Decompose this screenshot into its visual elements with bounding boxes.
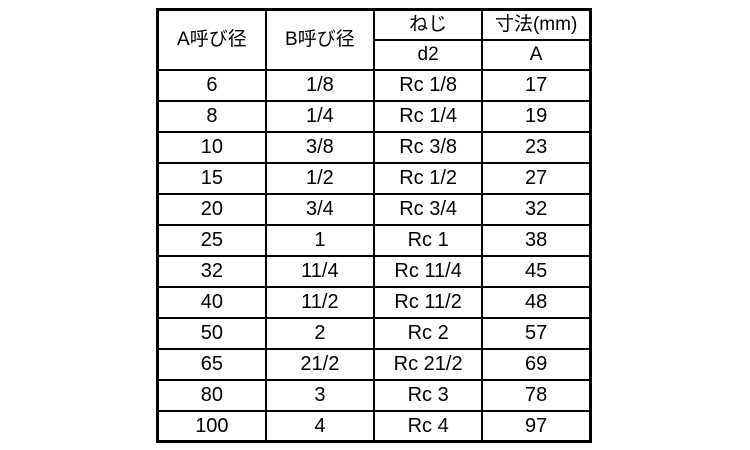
cell-b-nominal: 1/2 xyxy=(264,161,376,195)
cell-dimension-a: 32 xyxy=(481,192,592,226)
header-cell-dimension: 寸法(mm) xyxy=(481,8,592,41)
cell-a-nominal: 6 xyxy=(156,68,267,102)
table-row: 65 21/2 Rc 21/2 69 xyxy=(156,347,592,381)
table-row: 10 3/8 Rc 3/8 23 xyxy=(156,130,592,164)
cell-dimension-a: 19 xyxy=(481,99,592,133)
cell-thread-d2: Rc 4 xyxy=(372,409,484,443)
cell-a-nominal: 100 xyxy=(156,409,267,443)
cell-dimension-a: 27 xyxy=(481,161,592,195)
table-row: 8 1/4 Rc 1/4 19 xyxy=(156,99,592,133)
cell-thread-d2: Rc 1/2 xyxy=(372,161,484,195)
cell-b-nominal: 1/8 xyxy=(264,68,376,102)
cell-a-nominal: 15 xyxy=(156,161,267,195)
cell-a-nominal: 65 xyxy=(156,347,267,381)
cell-b-nominal: 21/2 xyxy=(264,347,376,381)
table-row: 50 2 Rc 2 57 xyxy=(156,316,592,350)
cell-b-nominal: 11/4 xyxy=(264,254,376,288)
cell-dimension-a: 97 xyxy=(481,409,592,443)
cell-a-nominal: 20 xyxy=(156,192,267,226)
cell-b-nominal: 11/2 xyxy=(264,285,376,319)
cell-a-nominal: 32 xyxy=(156,254,267,288)
table-header: A呼び径 B呼び径 ねじ 寸法(mm) d2 A xyxy=(156,8,592,71)
header-cell-b-nominal: B呼び径 xyxy=(264,8,376,71)
cell-b-nominal: 1/4 xyxy=(264,99,376,133)
cell-thread-d2: Rc 2 xyxy=(372,316,484,350)
cell-b-nominal: 1 xyxy=(264,223,376,257)
cell-a-nominal: 10 xyxy=(156,130,267,164)
cell-b-nominal: 3/4 xyxy=(264,192,376,226)
header-cell-thread: ねじ xyxy=(372,8,484,41)
cell-a-nominal: 80 xyxy=(156,378,267,412)
cell-thread-d2: Rc 11/2 xyxy=(372,285,484,319)
cell-a-nominal: 40 xyxy=(156,285,267,319)
cell-dimension-a: 38 xyxy=(481,223,592,257)
table-row: 80 3 Rc 3 78 xyxy=(156,378,592,412)
cell-b-nominal: 2 xyxy=(264,316,376,350)
table-row: 6 1/8 Rc 1/8 17 xyxy=(156,68,592,102)
table-row: 32 11/4 Rc 11/4 45 xyxy=(156,254,592,288)
table-row: 20 3/4 Rc 3/4 32 xyxy=(156,192,592,226)
cell-thread-d2: Rc 3/8 xyxy=(372,130,484,164)
header-cell-dimension-a: A xyxy=(481,38,592,71)
cell-thread-d2: Rc 1/8 xyxy=(372,68,484,102)
cell-thread-d2: Rc 21/2 xyxy=(372,347,484,381)
cell-thread-d2: Rc 11/4 xyxy=(372,254,484,288)
table-row: 25 1 Rc 1 38 xyxy=(156,223,592,257)
header-cell-a-nominal: A呼び径 xyxy=(156,8,267,71)
cell-dimension-a: 23 xyxy=(481,130,592,164)
dimension-spec-table: A呼び径 B呼び径 ねじ 寸法(mm) d2 A 6 1/8 Rc 1/8 17… xyxy=(156,8,592,443)
cell-dimension-a: 57 xyxy=(481,316,592,350)
table-row: 100 4 Rc 4 97 xyxy=(156,409,592,443)
cell-a-nominal: 50 xyxy=(156,316,267,350)
cell-dimension-a: 17 xyxy=(481,68,592,102)
header-row-1: A呼び径 B呼び径 ねじ 寸法(mm) xyxy=(156,8,592,71)
cell-thread-d2: Rc 1/4 xyxy=(372,99,484,133)
cell-dimension-a: 69 xyxy=(481,347,592,381)
cell-dimension-a: 45 xyxy=(481,254,592,288)
cell-b-nominal: 4 xyxy=(264,409,376,443)
cell-dimension-a: 48 xyxy=(481,285,592,319)
cell-a-nominal: 8 xyxy=(156,99,267,133)
cell-thread-d2: Rc 1 xyxy=(372,223,484,257)
table-body: 6 1/8 Rc 1/8 17 8 1/4 Rc 1/4 19 10 3/8 R… xyxy=(156,68,592,443)
table-row: 40 11/2 Rc 11/2 48 xyxy=(156,285,592,319)
cell-b-nominal: 3 xyxy=(264,378,376,412)
cell-dimension-a: 78 xyxy=(481,378,592,412)
cell-thread-d2: Rc 3/4 xyxy=(372,192,484,226)
cell-b-nominal: 3/8 xyxy=(264,130,376,164)
cell-a-nominal: 25 xyxy=(156,223,267,257)
header-cell-thread-d2: d2 xyxy=(372,38,484,71)
header-row-2: d2 A xyxy=(158,38,592,71)
cell-thread-d2: Rc 3 xyxy=(372,378,484,412)
table-row: 15 1/2 Rc 1/2 27 xyxy=(156,161,592,195)
